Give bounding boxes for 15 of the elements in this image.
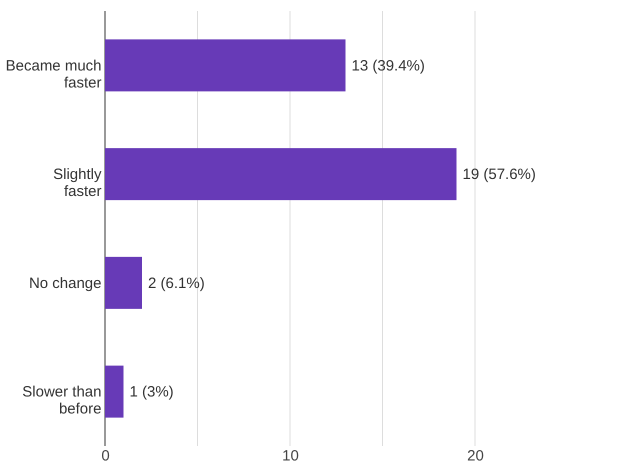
x-tick-label: 10 bbox=[282, 448, 299, 464]
data-label: 19 (57.6%) bbox=[462, 166, 536, 184]
y-tick-label: Became much faster bbox=[6, 57, 102, 92]
x-tick-label: 20 bbox=[467, 448, 484, 464]
y-tick-label: Slightly faster bbox=[53, 166, 102, 200]
y-tick-label: Slower than before bbox=[22, 384, 102, 418]
y-tick-label: No change bbox=[28, 274, 102, 292]
bar bbox=[105, 39, 346, 92]
data-label: 1 (3%) bbox=[130, 384, 174, 401]
bar bbox=[105, 256, 142, 309]
data-label: 2 (6.1%) bbox=[148, 274, 205, 292]
x-tick-label: 0 bbox=[101, 448, 110, 464]
data-label: 13 (39.4%) bbox=[352, 57, 425, 74]
bar bbox=[105, 366, 124, 418]
bar bbox=[105, 148, 456, 200]
